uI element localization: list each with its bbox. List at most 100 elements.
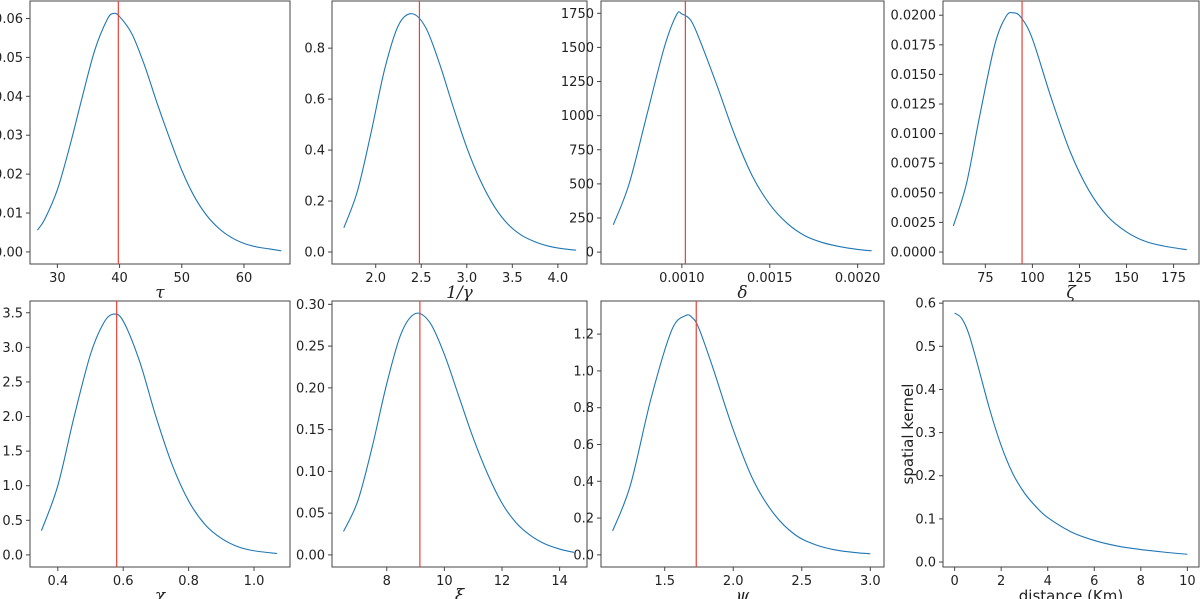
y-tick-label: 0.0050 — [891, 186, 937, 201]
y-tick-label: 0.1 — [915, 512, 936, 527]
y-tick-label: 0.6 — [915, 297, 936, 312]
x-axis-label: ψ — [736, 586, 750, 599]
y-tick-label: 0.0150 — [891, 68, 937, 83]
plot-frame — [331, 0, 588, 265]
plot-frame — [600, 300, 885, 568]
x-tick-label: 10 — [436, 574, 453, 589]
y-tick-label: 2.0 — [2, 410, 23, 425]
y-tick-label: 0.25 — [296, 340, 325, 355]
chart-panel-5: 0.4 0.6 0.8 1.0 0.0 0.5 1.0 1.5 2.0 2.5 3.0 3.5 χ — [2, 300, 291, 599]
y-tick-label: 0.0 — [915, 556, 936, 571]
y-tick-label: 0.2 — [573, 512, 594, 527]
y-tick-label: 0.8 — [304, 42, 325, 57]
y-tick-label: 1500 — [561, 41, 594, 56]
x-tick-label: 0.8 — [178, 574, 199, 589]
y-tick-label: 2.5 — [2, 375, 23, 390]
y-tick-label: 0.00 — [0, 245, 23, 260]
x-tick-label: 3.0 — [456, 271, 477, 286]
density-curve — [612, 11, 872, 252]
chart-panel-4: 75 100 125 150 175 0.0000 0.0025 0.0050 0.0075 0.… — [891, 0, 1200, 303]
density-curve — [954, 312, 1188, 555]
density-curve — [952, 11, 1187, 251]
x-tick-label: 12 — [494, 574, 511, 589]
chart-panel-6: 8 10 12 14 0.00 0.05 0.10 0.15 0.20 0.25 0.30 ξ — [296, 298, 588, 599]
x-tick-label: 0.0015 — [747, 271, 793, 286]
y-tick-label: 0.0 — [304, 246, 325, 261]
y-tick-label: 0.30 — [296, 298, 325, 313]
density-curve — [37, 12, 282, 252]
x-tick-label: 2.5 — [411, 271, 432, 286]
x-tick-label: 0.0020 — [835, 271, 881, 286]
x-tick-label: 10 — [1179, 574, 1196, 589]
y-tick-label: 1.0 — [573, 364, 594, 379]
y-tick-label: 0 — [586, 246, 594, 261]
x-axis-label: 1/γ — [446, 283, 474, 303]
x-tick-label: 50 — [173, 271, 190, 286]
y-tick-label: 0.0100 — [891, 127, 937, 142]
y-tick-label: 0.0200 — [891, 9, 937, 24]
y-tick-label: 0.4 — [573, 475, 594, 490]
density-curve — [40, 313, 277, 555]
x-tick-label: 150 — [1114, 271, 1139, 286]
x-tick-label: 1.5 — [654, 574, 675, 589]
x-tick-label: 2.0 — [723, 574, 744, 589]
y-tick-label: 0.6 — [573, 438, 594, 453]
y-tick-label: 0.4 — [915, 383, 936, 398]
x-axis-label: distance (Km) — [1019, 587, 1123, 599]
x-tick-label: 2.0 — [365, 271, 386, 286]
y-tick-label: 0.4 — [304, 144, 325, 159]
x-tick-label: 4.0 — [548, 271, 569, 286]
x-tick-label: 75 — [977, 271, 994, 286]
x-tick-label: 2 — [997, 574, 1005, 589]
y-tick-label: 750 — [569, 143, 594, 158]
y-tick-label: 500 — [569, 177, 594, 192]
chart-panel-2: 2.0 2.5 3.0 3.5 4.0 0.0 0.2 0.4 0.6 0.8 1/γ — [304, 0, 588, 303]
y-tick-label: 0.8 — [573, 401, 594, 416]
plot-frame — [942, 0, 1200, 265]
y-tick-label: 0.2 — [304, 195, 325, 210]
plot-frame — [331, 300, 588, 568]
chart-panel-7: 1.5 2.0 2.5 3.0 0.0 0.2 0.4 0.6 0.8 1.0 1.2 ψ — [573, 300, 885, 599]
x-tick-label: 1.0 — [244, 574, 265, 589]
chart-panel-1: 30 40 50 60 0.00 0.01 0.02 0.03 0.04 0.05 0.06 τ — [0, 0, 291, 303]
x-tick-label: 4 — [1044, 574, 1052, 589]
y-tick-label: 1750 — [561, 7, 594, 22]
x-tick-label: 100 — [1020, 271, 1045, 286]
y-tick-label: 1250 — [561, 75, 594, 90]
y-tick-label: 0.6 — [304, 93, 325, 108]
y-tick-label: 0.0125 — [891, 98, 937, 113]
plot-frame — [600, 0, 885, 265]
y-tick-label: 0.2 — [915, 469, 936, 484]
x-axis-label: δ — [737, 283, 747, 303]
x-axis-label: ζ — [1066, 283, 1077, 303]
chart-panel-3: 0.0010 0.0015 0.0020 0 250 500 750 1000 1250 1500… — [561, 0, 885, 303]
plot-frame — [942, 300, 1200, 568]
x-tick-label: 2.5 — [791, 574, 812, 589]
density-curve — [343, 312, 575, 553]
y-tick-label: 0.5 — [2, 514, 23, 529]
plot-frame — [29, 300, 291, 568]
y-tick-label: 0.05 — [0, 51, 23, 66]
x-tick-label: 8 — [383, 574, 391, 589]
y-tick-label: 3.0 — [2, 341, 23, 356]
x-tick-label: 0.6 — [113, 574, 134, 589]
y-tick-label: 0.0 — [573, 548, 594, 563]
y-tick-label: 0.3 — [915, 426, 936, 441]
y-tick-label: 1.0 — [2, 479, 23, 494]
y-tick-label: 0.00 — [296, 548, 325, 563]
chart-panel-8: 0 2 4 6 8 10 0.0 0.1 0.2 0.3 0.4 0.5 0.6 distance (Km… — [899, 297, 1200, 599]
y-tick-label: 0.04 — [0, 90, 23, 105]
y-tick-label: 0.15 — [296, 423, 325, 438]
density-curve — [343, 13, 577, 251]
x-tick-label: 14 — [551, 574, 568, 589]
y-tick-label: 3.5 — [2, 306, 23, 321]
x-axis-label: ξ — [455, 586, 466, 599]
x-tick-label: 0.4 — [47, 574, 68, 589]
y-tick-label: 0.06 — [0, 12, 23, 27]
y-axis-label: spatial kernel — [899, 384, 917, 485]
y-tick-label: 250 — [569, 212, 594, 227]
x-tick-label: 175 — [1161, 271, 1186, 286]
x-tick-label: 3.5 — [502, 271, 523, 286]
plot-frame — [29, 0, 291, 265]
